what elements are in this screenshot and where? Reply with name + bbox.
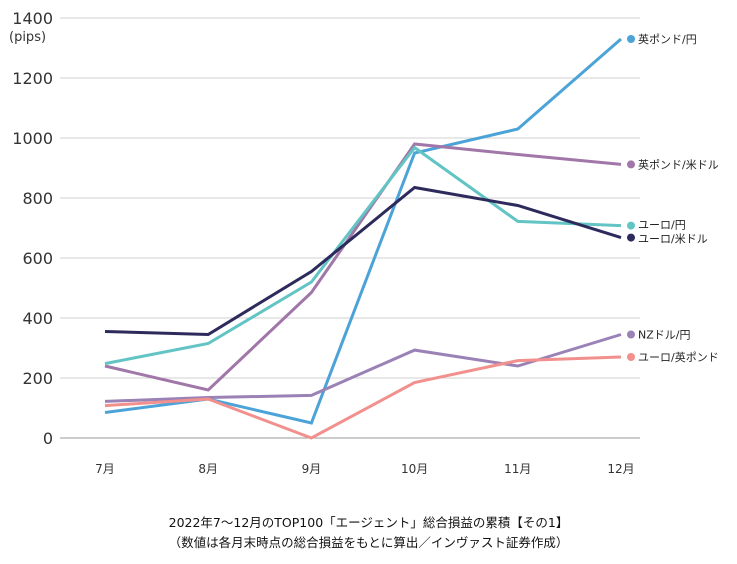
legend-marker bbox=[627, 330, 635, 339]
series-line bbox=[104, 333, 622, 403]
legend-label: ユーロ/英ポンド bbox=[638, 350, 719, 364]
y-tick-label: 1200 bbox=[12, 69, 53, 88]
legend-label: 英ポンド/米ドル bbox=[638, 157, 719, 171]
legend-marker bbox=[627, 160, 635, 169]
x-tick-label: 12月 bbox=[607, 462, 634, 476]
legend-label: NZドル/円 bbox=[638, 329, 690, 342]
chart-caption-title: 2022年7〜12月のTOP100「エージェント」総合損益の累積【その1】 bbox=[168, 515, 569, 530]
y-tick-label: 400 bbox=[22, 309, 53, 328]
legend-label: 英ポンド/円 bbox=[638, 32, 697, 46]
x-axis: 7月 8月 9月 10月 11月 12月 bbox=[95, 462, 634, 476]
y-tick-label: 600 bbox=[22, 249, 53, 268]
x-tick-label: 9月 bbox=[302, 462, 322, 476]
y-axis: 0 200 400 600 800 1000 1200 1400 bbox=[12, 9, 53, 448]
legend-marker bbox=[627, 221, 635, 230]
legend-label: ユーロ/円 bbox=[638, 219, 686, 232]
series-line bbox=[104, 185, 622, 337]
legend-marker bbox=[627, 233, 635, 242]
y-tick-label: 1000 bbox=[12, 129, 53, 148]
legend-marker bbox=[627, 35, 635, 43]
series-line bbox=[104, 355, 622, 440]
y-tick-label: 200 bbox=[22, 369, 53, 388]
series-line bbox=[104, 145, 622, 366]
series-line bbox=[104, 142, 622, 392]
chart-caption-note: （数値は各月末時点の総合損益をもとに算出／インヴァスト証券作成） bbox=[168, 535, 569, 550]
y-tick-label: 1400 bbox=[12, 9, 53, 28]
series-lines bbox=[104, 37, 622, 440]
y-axis-unit: (pips) bbox=[9, 30, 46, 45]
x-tick-label: 7月 bbox=[95, 462, 115, 476]
x-tick-label: 11月 bbox=[504, 462, 531, 476]
legend-marker bbox=[627, 353, 635, 361]
y-tick-label: 800 bbox=[22, 189, 53, 208]
legend-label: ユーロ/米ドル bbox=[638, 233, 708, 246]
y-tick-label: 0 bbox=[43, 429, 53, 448]
x-tick-label: 10月 bbox=[401, 462, 428, 476]
line-chart: 0 200 400 600 800 1000 1200 1400 (pips) 7月 8月 9月 1… bbox=[9, 9, 719, 476]
x-tick-label: 8月 bbox=[198, 462, 218, 476]
